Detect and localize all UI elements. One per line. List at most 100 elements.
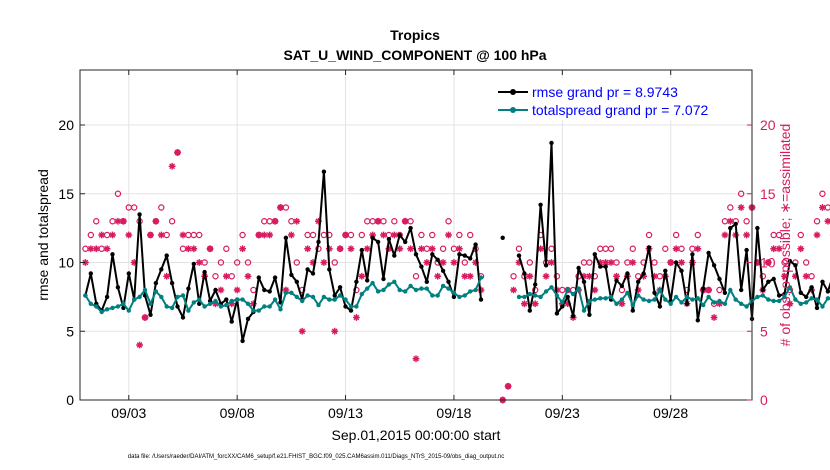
spread-point: [717, 298, 722, 304]
obs-assimilated-marker: [651, 272, 658, 280]
spread-point: [581, 308, 587, 313]
obs-assimilated-marker: [174, 149, 181, 156]
spread-point: [115, 304, 121, 309]
y-left-tick-label: 0: [66, 392, 74, 408]
spread-point: [137, 294, 142, 300]
spread-point: [793, 297, 798, 302]
obs-assimilated-marker: [304, 245, 312, 253]
rmse-point: [695, 318, 700, 323]
obs-assimilated-marker: [694, 245, 702, 253]
spread-point: [164, 304, 169, 309]
y-right-tick-label: 20: [760, 117, 776, 133]
spread-point: [278, 307, 283, 312]
rmse-point: [413, 252, 419, 257]
obs-possible-marker: [672, 231, 680, 239]
y-left-tick-label: 10: [58, 255, 74, 271]
spread-point: [262, 304, 267, 309]
obs-assimilated-marker: [396, 245, 404, 253]
obs-assimilated-marker: [206, 245, 214, 253]
obs-assimilated-marker: [380, 231, 387, 239]
obs-assimilated-marker: [591, 286, 599, 294]
spread-point: [755, 294, 760, 300]
obs-assimilated-marker: [537, 245, 545, 253]
y-axis-right-ticks: 0 5 10 15 20: [747, 117, 776, 408]
rmse-point: [739, 287, 744, 293]
obs-assimilated-marker: [136, 341, 144, 349]
spread-point: [218, 304, 224, 309]
obs-assimilated-marker: [119, 217, 127, 225]
rmse-point: [804, 294, 809, 300]
obs-assimilated-marker: [596, 259, 604, 266]
rmse-point: [110, 252, 115, 257]
obs-assimilated-marker: [401, 217, 409, 225]
spread-point: [121, 301, 126, 306]
rmse-point: [722, 290, 728, 295]
spread-point: [197, 297, 202, 302]
rmse-point: [229, 319, 234, 324]
spread-point: [776, 298, 782, 304]
spread-point: [419, 286, 424, 291]
spread-point: [180, 293, 186, 298]
obs-assimilated-marker: [369, 231, 377, 239]
spread-point: [305, 293, 310, 298]
spread-point: [478, 275, 484, 280]
obs-possible-marker: [662, 245, 669, 252]
spread-point: [533, 293, 538, 298]
rmse-point: [137, 212, 142, 217]
rmse-point: [419, 264, 424, 269]
spread-point: [668, 301, 673, 306]
obs-assimilated-marker: [309, 259, 317, 266]
obs-assimilated-marker: [439, 259, 447, 266]
spread-point: [207, 301, 213, 306]
rmse-point: [717, 276, 722, 282]
spread-point: [728, 287, 733, 293]
obs-assimilated-marker: [455, 245, 463, 253]
rmse-point: [554, 311, 560, 316]
rmse-point: [386, 236, 392, 242]
y-axis-left-label: rmse and totalspread: [35, 169, 51, 301]
rmse-point: [478, 297, 484, 302]
rmse-point: [370, 235, 375, 240]
spread-point: [744, 304, 749, 309]
spread-point: [804, 300, 809, 305]
obs-assimilated-marker: [342, 231, 349, 239]
spread-point: [706, 294, 711, 300]
x-axis-label: Sep.01,2015 00:00:00 start: [332, 427, 501, 443]
spread-point: [413, 287, 419, 293]
y-left-tick-label: 20: [58, 117, 74, 133]
rmse-point: [690, 252, 695, 257]
spread-point: [825, 296, 830, 301]
spread-point: [549, 285, 554, 290]
obs-assimilated-marker: [824, 217, 830, 225]
obs-possible-marker: [727, 204, 734, 211]
y-left-tick-label: 15: [58, 186, 74, 202]
spread-point: [614, 301, 619, 306]
rmse-point: [175, 304, 180, 309]
rmse-point: [186, 286, 191, 291]
obs-possible-marker: [353, 286, 360, 294]
obs-assimilated-marker: [428, 245, 436, 253]
obs-possible-marker: [429, 231, 436, 239]
spread-point: [83, 293, 88, 298]
spread-series-line: [519, 286, 830, 312]
obs-possible-marker: [456, 231, 463, 239]
obs-possible-marker: [819, 190, 826, 197]
y-right-tick-label: 10: [760, 255, 776, 271]
rmse-point: [825, 289, 830, 294]
spread-point: [424, 286, 429, 291]
rmse-point: [516, 253, 522, 258]
rmse-point: [240, 338, 245, 344]
rmse-point: [104, 294, 110, 300]
spread-point: [587, 298, 592, 304]
rmse-point: [115, 285, 121, 290]
obs-assimilated-marker: [564, 300, 572, 308]
obs-possible-marker: [607, 245, 615, 252]
rmse-point: [310, 271, 316, 276]
obs-possible-marker: [130, 204, 138, 211]
spread-point: [641, 297, 646, 302]
obs-possible-marker: [212, 273, 219, 280]
obs-assimilated-marker: [721, 231, 729, 239]
legend-rmse-label: rmse grand pr = 8.9743: [532, 84, 678, 100]
rmse-point: [327, 267, 332, 272]
